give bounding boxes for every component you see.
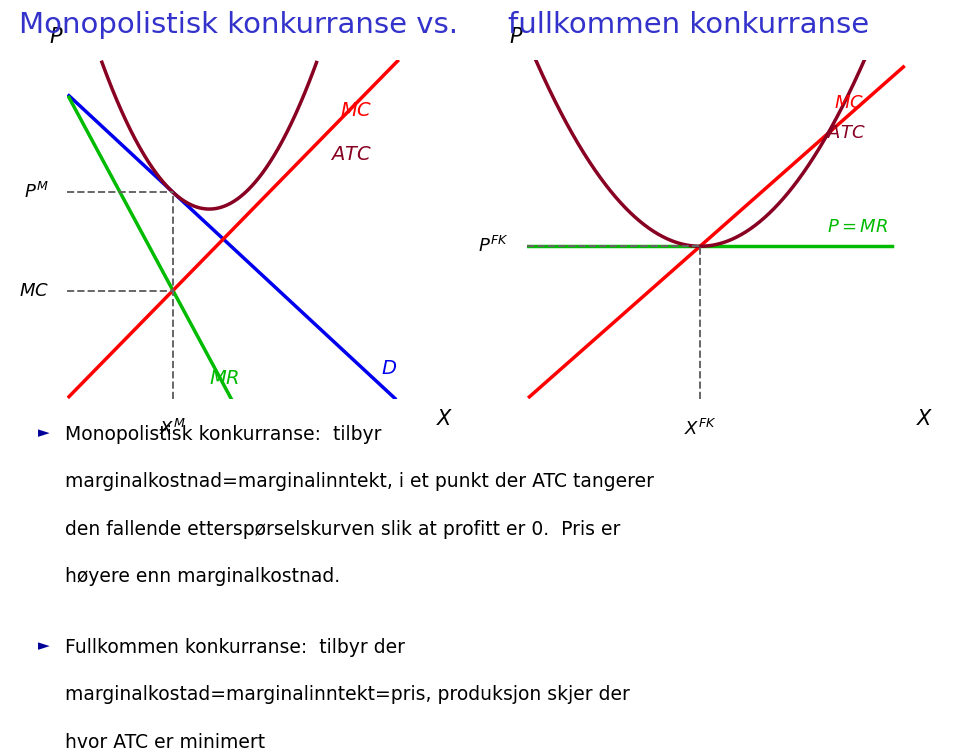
- Text: P: P: [509, 26, 523, 47]
- Text: den fallende etterspørselskurven slik at profitt er 0.  Pris er: den fallende etterspørselskurven slik at…: [65, 520, 620, 538]
- Text: Fullkommen konkurranse:  tilbyr der: Fullkommen konkurranse: tilbyr der: [65, 638, 406, 657]
- Text: $MR$: $MR$: [208, 369, 239, 388]
- Text: fullkommen konkurranse: fullkommen konkurranse: [508, 11, 870, 39]
- Text: marginalkostnad=marginalinntekt, i et punkt der ATC tangerer: marginalkostnad=marginalinntekt, i et pu…: [65, 472, 654, 491]
- Text: X: X: [437, 409, 452, 429]
- Text: $MC$: $MC$: [834, 94, 864, 112]
- Text: $P = MR$: $P = MR$: [827, 218, 888, 236]
- Text: X: X: [918, 409, 931, 429]
- Text: $D$: $D$: [381, 359, 397, 378]
- Text: $X^{FK}$: $X^{FK}$: [684, 419, 716, 439]
- Text: $P^M$: $P^M$: [24, 182, 49, 202]
- Text: ►: ►: [38, 425, 50, 440]
- Text: $ATC$: $ATC$: [330, 144, 371, 164]
- Text: $MC$: $MC$: [19, 281, 49, 299]
- Text: $MC$: $MC$: [340, 101, 373, 120]
- Text: $ATC$: $ATC$: [827, 125, 865, 142]
- Text: $X^M$: $X^M$: [159, 419, 186, 439]
- Text: hvor ATC er minimert: hvor ATC er minimert: [65, 732, 266, 752]
- Text: marginalkostad=marginalinntekt=pris, produksjon skjer der: marginalkostad=marginalinntekt=pris, pro…: [65, 686, 630, 705]
- Text: Monopolistisk konkurranse vs.: Monopolistisk konkurranse vs.: [19, 11, 458, 39]
- Text: ►: ►: [38, 638, 50, 653]
- Text: Monopolistisk konkurranse:  tilbyr: Monopolistisk konkurranse: tilbyr: [65, 425, 382, 444]
- Text: $P^{FK}$: $P^{FK}$: [478, 236, 508, 256]
- Text: P: P: [50, 26, 62, 47]
- Text: høyere enn marginalkostnad.: høyere enn marginalkostnad.: [65, 567, 340, 586]
